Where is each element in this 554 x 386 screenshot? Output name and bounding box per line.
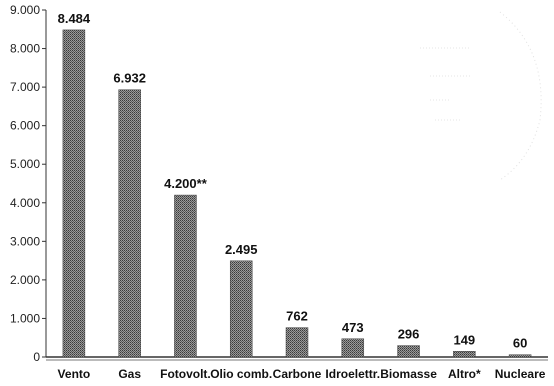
bar-carbone xyxy=(285,327,309,358)
data-label: 8.484 xyxy=(58,11,91,26)
decorative-mark xyxy=(420,11,542,181)
data-label: 60 xyxy=(513,336,527,351)
bar-fotovolt xyxy=(174,194,197,358)
y-tick-label: 4.000 xyxy=(10,196,40,210)
bar-biomasse xyxy=(397,345,420,358)
bar-idroelettr xyxy=(341,338,365,358)
category-label: Olio comb. xyxy=(210,367,272,381)
bar-nucleare xyxy=(508,354,532,358)
data-label: 149 xyxy=(453,332,475,347)
bars-group xyxy=(62,29,532,358)
x-axis xyxy=(46,356,548,361)
category-label: Nucleare xyxy=(495,367,546,381)
y-tick-label: 5.000 xyxy=(10,157,40,171)
y-tick-label: 3.000 xyxy=(10,234,40,248)
data-label: 6.932 xyxy=(113,71,146,86)
category-label: Vento xyxy=(58,367,91,381)
y-tick-label: 1.000 xyxy=(10,311,40,325)
y-tick-label: 2.000 xyxy=(10,273,40,287)
category-label: Altro* xyxy=(448,367,481,381)
data-label: 2.495 xyxy=(225,242,258,257)
category-label: Biomasse xyxy=(380,367,437,381)
category-label: Carbone xyxy=(273,367,322,381)
category-labels-group: Vento Gas Fotovolt. Olio comb. Carbone Idroel… xyxy=(58,367,546,381)
y-axis: 0 1.000 2.000 3.000 4.000 5.000 6.000 7.000 8.00… xyxy=(10,3,47,364)
data-labels-group: 8.484 6.932 4.200** 2.495 762 473 296 149 60 xyxy=(58,11,528,351)
bar-gas xyxy=(118,89,141,358)
bar-vento xyxy=(62,29,86,358)
category-label: Gas xyxy=(118,367,141,381)
y-tick-label: 0 xyxy=(33,350,40,364)
y-tick-label: 8.000 xyxy=(10,42,40,56)
category-label: Fotovolt. xyxy=(160,367,211,381)
y-tick-label: 9.000 xyxy=(10,3,40,17)
category-label: Idroelettr. xyxy=(325,367,380,381)
data-label: 4.200** xyxy=(164,176,208,191)
bar-altro xyxy=(453,351,476,358)
data-label: 473 xyxy=(342,320,364,335)
y-tick-label: 6.000 xyxy=(10,119,40,133)
data-label: 296 xyxy=(398,327,420,342)
y-tick-label: 7.000 xyxy=(10,80,40,94)
data-label: 762 xyxy=(286,309,308,324)
bar-olio-comb xyxy=(229,260,253,358)
